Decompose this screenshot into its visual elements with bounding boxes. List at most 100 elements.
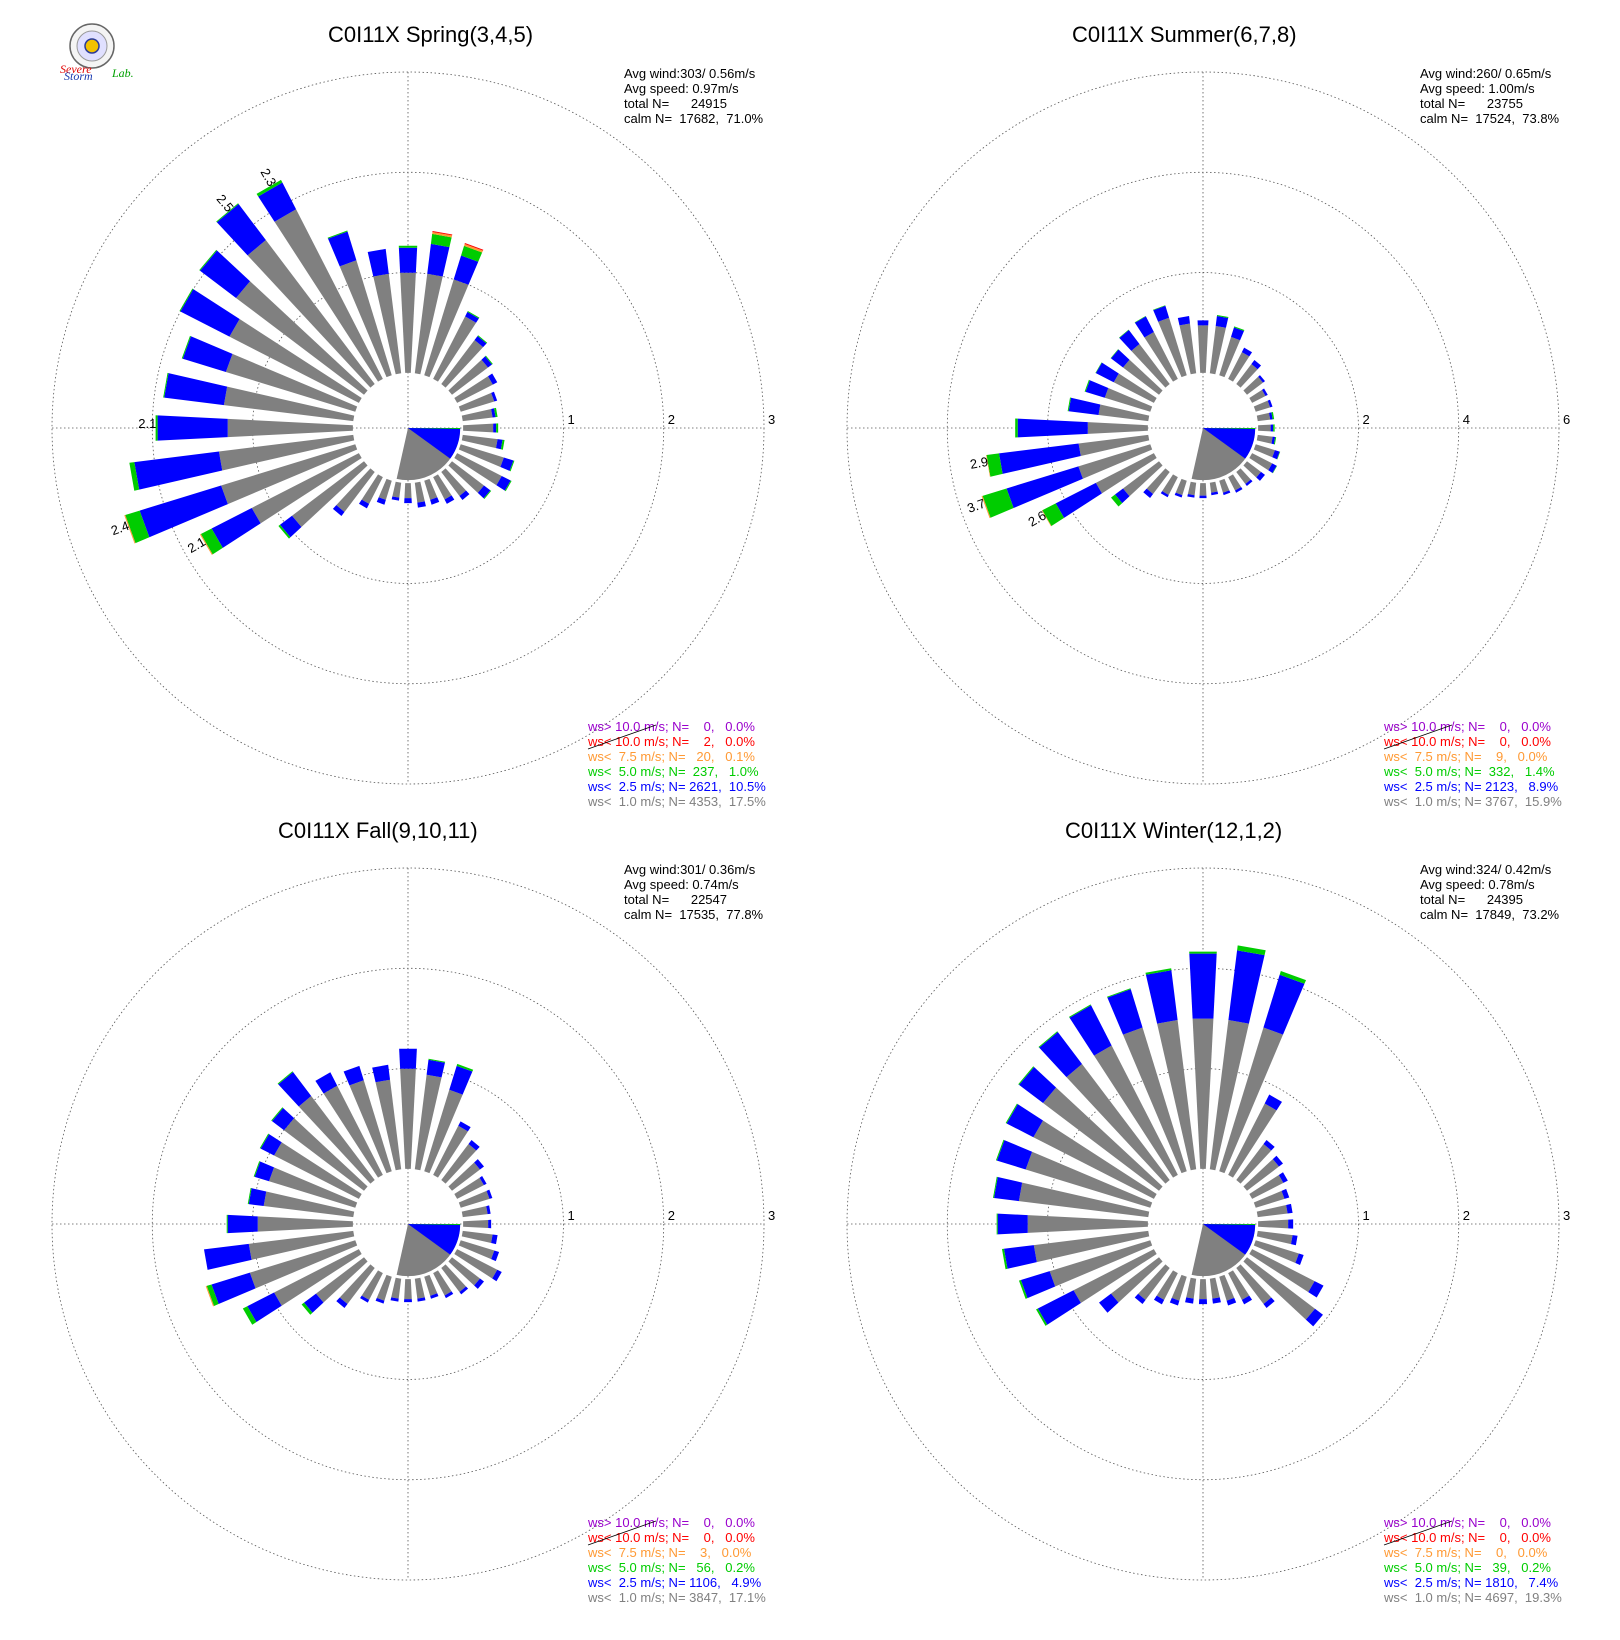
bar-250deg-ws-7-5-m-s — [205, 1285, 214, 1307]
bar-110deg-ws-2-5-m-s — [1295, 1253, 1304, 1265]
calm-wedge-blue — [408, 1224, 461, 1255]
bar-210deg-ws-1-0-m-s — [361, 1270, 383, 1300]
bar-150deg-ws-2-5-m-s — [1234, 486, 1243, 493]
bar-240deg-ws-2-5-m-s — [247, 1292, 282, 1323]
bar-350deg-ws-2-5-m-s — [367, 248, 389, 277]
legend-entry: ws< 2.5 m/s; N= 1810, 7.4% — [1383, 1575, 1559, 1590]
bar-250deg-ws-1-0-m-s — [1078, 444, 1153, 479]
bar-140deg-ws-2-5-m-s — [1245, 479, 1253, 487]
bar-170deg-ws-2-5-m-s — [417, 501, 426, 508]
bar-80deg-ws-1-0-m-s — [1256, 1204, 1288, 1218]
bar-110deg-ws-1-0-m-s — [458, 1240, 495, 1260]
ring-tick-label: 3 — [768, 1208, 775, 1223]
bar-240deg-ws-1-0-m-s — [1073, 1249, 1157, 1303]
stat-avg-wind: Avg wind:303/ 0.56m/s — [624, 66, 756, 81]
stat-avg-wind: Avg wind:301/ 0.36m/s — [624, 862, 756, 877]
bar-320deg-ws-5-0-m-s — [277, 1071, 294, 1085]
bar-230deg-ws-2-5-m-s — [304, 1293, 324, 1313]
stat-total: total N= 24395 — [1420, 892, 1523, 907]
bar-200deg-ws-1-0-m-s — [376, 1274, 392, 1301]
bar-310deg-ws-2-5-m-s — [272, 1107, 295, 1131]
bar-160deg-ws-2-5-m-s — [1222, 490, 1231, 496]
bar-270deg-ws-5-0-m-s — [226, 1214, 228, 1234]
bar-190deg-ws-2-5-m-s — [1187, 494, 1195, 498]
peak-value-label: 2.9 — [969, 454, 989, 472]
bar-40deg-ws-2-5-m-s — [468, 1140, 480, 1151]
bar-240deg-ws-1-0-m-s — [274, 1249, 362, 1306]
bar-260deg-ws-5-0-m-s — [1001, 1248, 1008, 1270]
bar-120deg-ws-1-0-m-s — [454, 1249, 498, 1279]
bar-100deg-ws-5-0-m-s — [1273, 436, 1277, 445]
legend-entry: ws< 7.5 m/s; N= 9, 0.0% — [1383, 749, 1548, 764]
bar-250deg-ws-1-0-m-s — [1049, 1240, 1153, 1287]
legend-entry: ws> 10.0 m/s; N= 0, 0.0% — [1383, 719, 1551, 734]
bar-120deg-ws-5-0-m-s — [504, 480, 512, 492]
legend-strike-line — [1383, 724, 1453, 750]
panel-title: C0I11X Fall(9,10,11) — [278, 818, 478, 843]
bar-350deg-ws-1-0-m-s — [375, 1079, 402, 1171]
bar-280deg-ws-2-5-m-s — [248, 1188, 267, 1207]
bar-210deg-ws-1-0-m-s — [361, 474, 383, 504]
legend-entry: ws< 10.0 m/s; N= 0, 0.0% — [1383, 734, 1551, 749]
calm-wedge-green — [1203, 1224, 1256, 1226]
bar-320deg-ws-1-0-m-s — [1131, 344, 1170, 388]
bar-10deg-ws-2-5-m-s — [426, 1059, 445, 1078]
bar-260deg-ws-1-0-m-s — [1078, 434, 1150, 456]
bar-330deg-ws-2-5-m-s — [315, 1072, 338, 1094]
bar-320deg-ws-5-0-m-s — [1119, 329, 1129, 338]
bar-170deg-ws-1-0-m-s — [1209, 481, 1218, 493]
logo-text-severe: Severe — [60, 62, 92, 76]
bar-160deg-ws-1-0-m-s — [1219, 1274, 1235, 1301]
bar-50deg-ws-2-5-m-s — [1272, 1155, 1283, 1167]
legend-entry: ws> 10.0 m/s; N= 0, 0.0% — [587, 1515, 755, 1530]
bar-260deg-ws-7-5-m-s — [986, 454, 991, 477]
bar-40deg-ws-2-5-m-s — [1263, 1140, 1275, 1151]
bar-310deg-ws-1-0-m-s — [284, 1118, 368, 1191]
bar-240deg-ws-2-5-m-s — [1055, 482, 1102, 518]
bar-10deg-ws-5-0-m-s — [1237, 945, 1266, 956]
bar-170deg-ws-1-0-m-s — [414, 1277, 425, 1299]
bar-10deg-ws-2-5-m-s — [1228, 950, 1265, 1024]
bar-280deg-ws-1-0-m-s — [1098, 404, 1150, 422]
bar-330deg-ws-5-0-m-s — [1068, 1004, 1092, 1018]
legend-entry: ws< 10.0 m/s; N= 2, 0.0% — [587, 734, 755, 749]
bar-180deg-ws-2-5-m-s — [404, 1299, 412, 1303]
bar-40deg-ws-2-5-m-s — [1251, 359, 1262, 370]
bar-290deg-ws-5-0-m-s — [1084, 379, 1090, 392]
stat-avg-speed: Avg speed: 0.97m/s — [624, 81, 739, 96]
ring-tick-label: 3 — [768, 412, 775, 427]
bar-50deg-ws-5-0-m-s — [485, 355, 493, 365]
bar-110deg-ws-5-0-m-s — [509, 460, 515, 472]
bar-90deg-ws-2-5-m-s — [1270, 424, 1274, 432]
bar-90deg-ws-2-5-m-s — [488, 1219, 492, 1229]
bar-130deg-ws-1-0-m-s — [1243, 1257, 1315, 1320]
bar-100deg-ws-1-0-m-s — [1256, 1230, 1293, 1245]
bar-100deg-ws-2-5-m-s — [1290, 1235, 1298, 1246]
bar-270deg-ws-2-5-m-s — [227, 1214, 258, 1234]
bar-340deg-ws-5-0-m-s — [1153, 305, 1166, 311]
bar-180deg-ws-1-0-m-s — [1199, 483, 1207, 496]
bar-210deg-ws-2-5-m-s — [1160, 491, 1169, 498]
bar-180deg-ws-1-0-m-s — [1199, 1279, 1207, 1300]
bar-220deg-ws-1-0-m-s — [1146, 468, 1170, 495]
bar-230deg-ws-5-0-m-s — [278, 524, 291, 539]
bar-80deg-ws-2-5-m-s — [486, 1205, 491, 1215]
panel-title: C0I11X Summer(6,7,8) — [1072, 22, 1297, 47]
stat-calm: calm N= 17524, 73.8% — [1420, 111, 1560, 126]
bar-60deg-ws-1-0-m-s — [1249, 1174, 1284, 1199]
ring-tick-label: 2 — [1463, 1208, 1470, 1223]
bar-290deg-ws-5-0-m-s — [995, 1139, 1005, 1161]
bar-20deg-ws-1-0-m-s — [1219, 336, 1241, 378]
bar-230deg-ws-2-5-m-s — [280, 515, 302, 538]
bar-100deg-ws-2-5-m-s — [495, 439, 503, 450]
bar-70deg-ws-2-5-m-s — [1267, 399, 1273, 408]
bar-30deg-ws-2-5-m-s — [1264, 1094, 1282, 1111]
bar-340deg-ws-5-0-m-s — [327, 230, 348, 239]
legend-entry: ws< 10.0 m/s; N= 0, 0.0% — [1383, 1530, 1551, 1545]
bar-90deg-ws-2-5-m-s — [1288, 1219, 1294, 1229]
bar-290deg-ws-1-0-m-s — [225, 353, 358, 412]
legend-entry: ws< 10.0 m/s; N= 0, 0.0% — [587, 1530, 755, 1545]
bar-0deg-ws-2-5-m-s — [399, 1048, 417, 1069]
